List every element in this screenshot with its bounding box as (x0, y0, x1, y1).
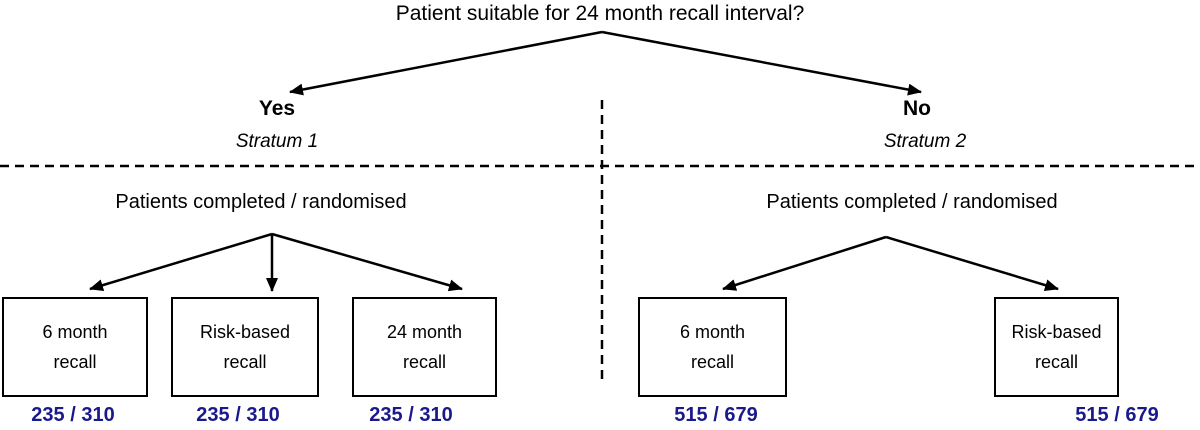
box-label-line1: 6 month (679, 322, 746, 342)
stratum-1-subtitle: Patients completed / randomised (115, 191, 407, 213)
box-label-line2: recall (223, 352, 267, 372)
stratum-1-label: Stratum 1 (235, 131, 319, 152)
box-label-line1: 24 month (386, 322, 463, 342)
arrow-to-yes (289, 30, 603, 96)
arrow-s1-to-24month (271, 232, 463, 292)
box-label-line2: recall (402, 352, 446, 372)
box-s2-risk-based-recall: Risk-based recall (994, 297, 1119, 397)
yes-branch-label: Yes (258, 97, 296, 120)
count-s1-risk-based: 235 / 310 (196, 404, 280, 426)
stratum-2-subtitle: Patients completed / randomised (766, 191, 1058, 213)
stratum-2-label: Stratum 2 (883, 131, 967, 152)
arrow-s1-to-6month (89, 232, 273, 291)
box-s1-6-month-recall: 6 month recall (2, 297, 148, 397)
question-branch-arrows (289, 30, 922, 96)
stratum1-fan-arrows (89, 232, 463, 292)
arrow-s2-to-6month (722, 235, 887, 291)
count-s2-risk-based: 515 / 679 (1075, 404, 1159, 426)
stratum2-fan-arrows (722, 235, 1059, 291)
box-s1-24-month-recall: 24 month recall (352, 297, 497, 397)
box-label-line2: recall (53, 352, 97, 372)
arrow-to-no (601, 30, 922, 96)
count-s2-6-month: 515 / 679 (674, 404, 758, 426)
box-label-line1: Risk-based (199, 322, 291, 342)
count-s1-24-month: 235 / 310 (369, 404, 453, 426)
question-text: Patient suitable for 24 month recall int… (395, 2, 805, 25)
box-label-line1: Risk-based (1011, 322, 1102, 342)
box-s1-risk-based-recall: Risk-based recall (171, 297, 319, 397)
box-label-line2: recall (690, 352, 734, 372)
count-s1-6-month: 235 / 310 (31, 404, 115, 426)
arrow-s2-to-riskbased (885, 235, 1059, 291)
box-s2-6-month-recall: 6 month recall (638, 297, 787, 397)
box-label-line1: 6 month (42, 322, 108, 342)
no-branch-label: No (903, 97, 931, 120)
box-label-line2: recall (1034, 352, 1078, 372)
